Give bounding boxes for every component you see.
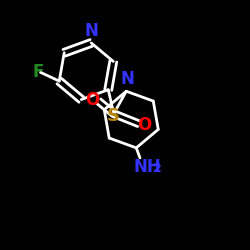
Text: NH: NH — [134, 158, 161, 176]
Text: N: N — [84, 22, 98, 40]
Text: N: N — [120, 70, 134, 88]
Text: O: O — [137, 116, 152, 134]
Text: O: O — [86, 91, 100, 109]
Text: 2: 2 — [152, 162, 161, 175]
Text: F: F — [32, 63, 44, 81]
Text: S: S — [107, 107, 120, 125]
